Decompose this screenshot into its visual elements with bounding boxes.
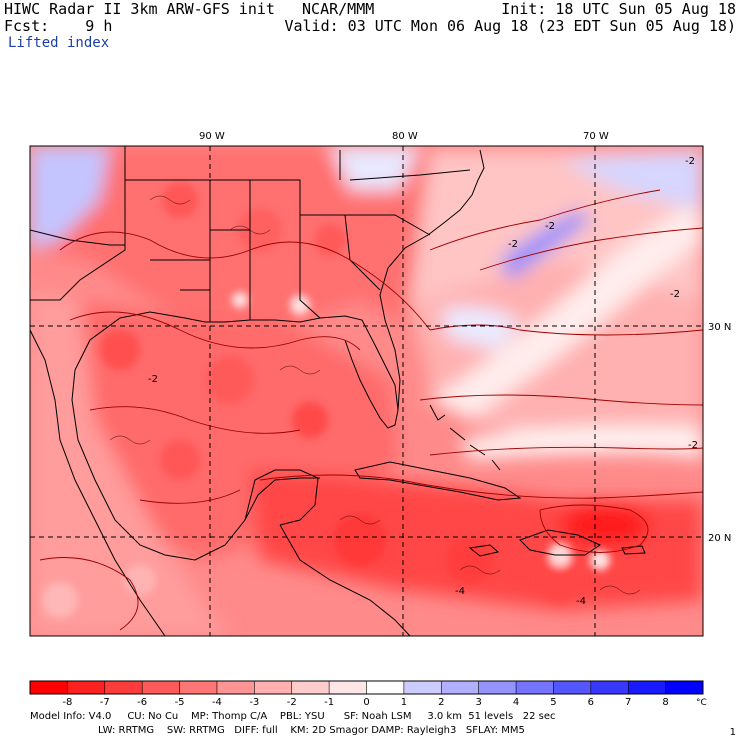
colorbar-tick-label: -2 — [287, 697, 297, 708]
map-frame — [29, 145, 704, 637]
colorbar-swatch — [665, 681, 704, 694]
longitude-label: 90 W — [199, 131, 225, 142]
colorbar-swatch — [590, 681, 629, 694]
colorbar-swatch — [254, 681, 293, 694]
colorbar-unit: °C — [696, 698, 707, 708]
colorbar-tick-label: 7 — [625, 697, 631, 708]
colorbar-tick-label: 0 — [363, 697, 369, 708]
colorbar-tick-label: 6 — [588, 697, 594, 708]
colorbar-tick-label: 5 — [550, 697, 556, 708]
longitude-label: 70 W — [583, 131, 609, 142]
forecast-hour: Fcst: 9 h — [4, 17, 113, 35]
contour-label: -2 — [670, 289, 680, 300]
colorbar-swatch — [366, 681, 405, 694]
colorbar-swatch — [67, 681, 106, 694]
map-field: -2 -2 -2 -2 -2 -2 -4 -4 — [30, 146, 703, 636]
colorbar-swatch — [216, 681, 255, 694]
page-number: 1 — [729, 727, 736, 738]
colorbar-tick-label: 2 — [438, 697, 444, 708]
colorbar-swatch — [329, 681, 367, 694]
field-name: Lifted index — [8, 35, 110, 51]
colorbar-tick-label: -4 — [212, 697, 222, 708]
colorbar-tick-label: 4 — [513, 697, 519, 708]
colorbar-swatch — [516, 681, 554, 694]
contour-label: -2 — [688, 440, 698, 451]
colorbar-tick-label: 8 — [662, 697, 668, 708]
colorbar-ticks: -8 -7 -6 -5 -4 -3 -2 -1 0 1 2 3 4 5 6 7 8 — [62, 681, 669, 708]
colorbar-swatch — [179, 681, 218, 694]
colorbar-swatch — [142, 681, 181, 694]
contours — [39, 189, 703, 631]
colorbar-swatch — [30, 681, 68, 694]
colorbar-tick-label: 3 — [475, 697, 481, 708]
title-line: HIWC Radar II 3km ARW-GFS init NCAR/MMM — [4, 0, 375, 18]
colorbar-tick-label: 1 — [401, 697, 407, 708]
colorbar-tick-label: -7 — [100, 697, 110, 708]
colorbar-swatch — [291, 681, 330, 694]
contour-label: -2 — [508, 239, 518, 250]
colorbar-tick-label: -5 — [175, 697, 185, 708]
colorbar — [29, 680, 704, 695]
colorbar-swatch — [104, 681, 143, 694]
colorbar-swatch — [441, 681, 480, 694]
contour-label: -2 — [148, 374, 158, 385]
contour-label: -2 — [545, 221, 555, 232]
colorbar-tick-label: -8 — [62, 697, 72, 708]
graticule — [30, 146, 703, 636]
colorbar-tick-label: -6 — [137, 697, 147, 708]
colorbar-tick-label: -1 — [324, 697, 334, 708]
valid-time: Valid: 03 UTC Mon 06 Aug 18 (23 EDT Sun … — [284, 17, 736, 35]
contour-label: -2 — [685, 156, 695, 167]
colorbar-swatch — [553, 681, 592, 694]
colorbar-tick-label: -3 — [249, 697, 259, 708]
latitude-label: 20 N — [708, 533, 731, 544]
contour-labels: -2 -2 -2 -2 -2 -2 -4 -4 — [148, 156, 698, 607]
model-info-line2: LW: RRTMG SW: RRTMG DIFF: full KM: 2D Sm… — [98, 725, 525, 736]
latitude-label: 30 N — [708, 322, 731, 333]
contour-label: -4 — [576, 596, 586, 607]
contour-label: -4 — [455, 586, 465, 597]
init-time: Init: 18 UTC Sun 05 Aug 18 — [501, 0, 736, 18]
colorbar-swatch — [403, 681, 442, 694]
colorbar-swatch — [478, 681, 517, 694]
model-info-line1: Model Info: V4.0 CU: No Cu MP: Thomp C/A… — [30, 711, 556, 722]
colorbar-swatch — [628, 681, 667, 694]
longitude-label: 80 W — [392, 131, 418, 142]
